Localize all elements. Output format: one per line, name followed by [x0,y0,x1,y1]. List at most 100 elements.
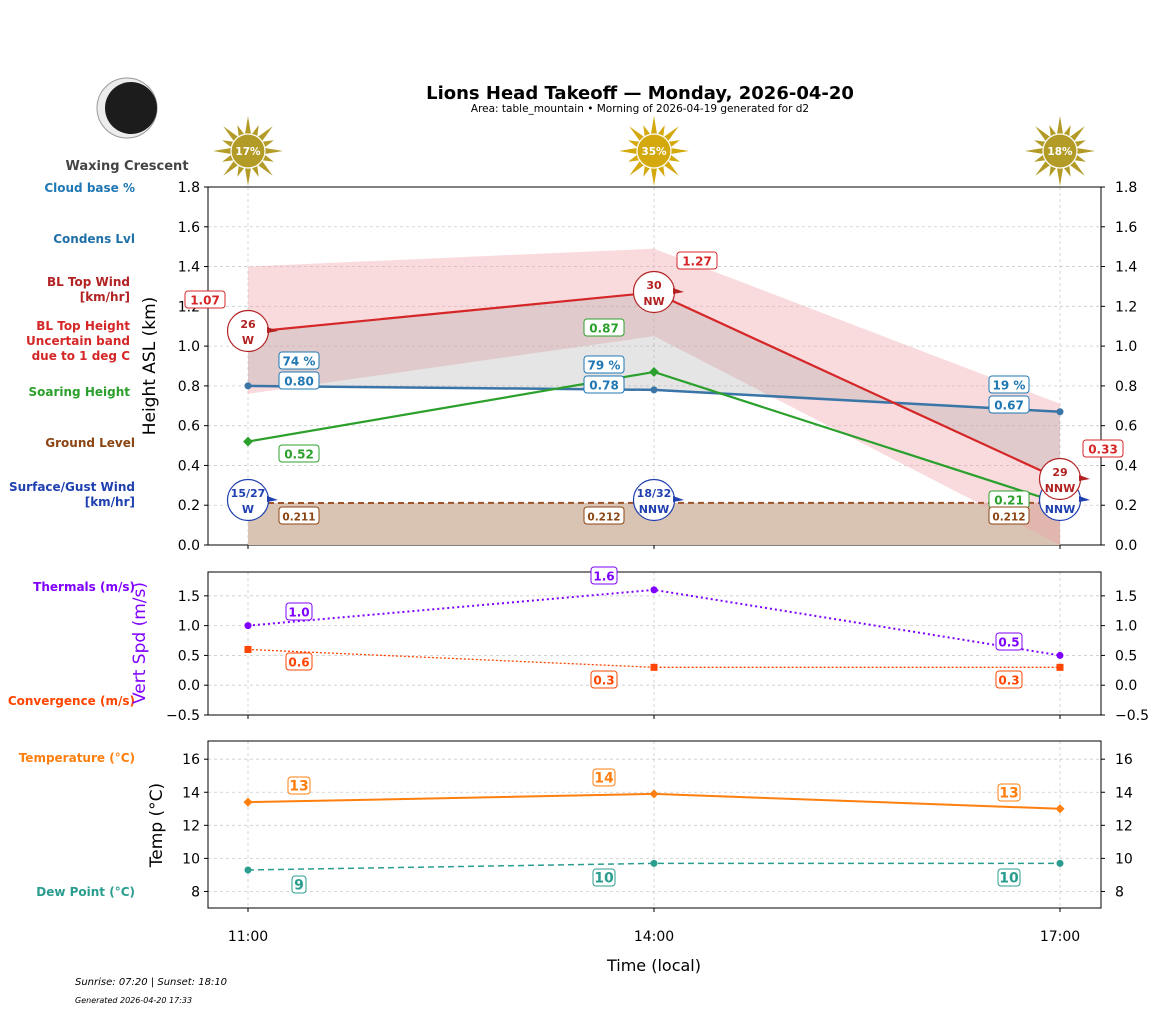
side-label-thermals: Thermals (m/s) [33,580,135,594]
bl-top-wind-marker: 30 NW [632,270,684,314]
sun-ray [237,125,245,137]
soaring-height-label-text: 0.87 [589,322,619,336]
condens-level-label-box [988,395,1030,414]
temperature-point [243,797,253,807]
thermals-label-text: 1.0 [288,606,309,620]
surface-wind-marker: 15/27 W [226,478,278,522]
y-tick-label-right: 1.4 [1115,260,1137,276]
sun-ray [237,165,245,177]
convergence-label-box [590,670,618,689]
bl-top-wind-marker-direction: NW [643,295,664,308]
ground-level-label-box [583,506,625,525]
sun-ray [213,147,232,155]
sun-times: Sunrise: 07:20 | Sunset: 18:10 [75,977,227,988]
sun-ray [1035,126,1051,142]
sun-ray [223,160,239,176]
y-axis-label-temp: Temp (°C) [147,783,167,868]
surface-wind-marker-speed: 18/32 [637,487,672,500]
thermals-point [650,586,658,594]
y-tick-label-right: 0.0 [1115,538,1137,554]
y-tick-label: 1.0 [178,619,200,635]
thermals-label-text: 0.5 [998,636,1019,650]
bl-top-height-label: 0.33 [1082,439,1124,458]
cloud-base-label-box [988,375,1030,394]
side-label-dew: Dew Point (°C) [36,885,135,899]
bl-top-wind-marker: 29 NNW [1038,457,1090,501]
dew-point-label-text: 10 [594,871,614,887]
y-tick-label-right: 14 [1115,785,1133,801]
y-tick-label-right: 0.8 [1115,379,1137,395]
sun-percent: 17% [235,146,261,158]
thermals-label-text: 1.6 [593,570,614,584]
y-tick-label-right: 0.0 [1115,678,1137,694]
axes-frame [207,571,1102,716]
convergence-point [1056,663,1064,671]
sun-ray [1069,126,1085,142]
temperature-label-text: 14 [594,771,614,787]
convergence-label: 0.3 [590,670,618,689]
temperature-label-text: 13 [289,779,308,795]
y-tick-label: 1.0 [178,339,200,355]
sun-ray [663,160,679,176]
moon-phase-icon [96,77,158,139]
sun-disc [230,133,266,169]
side-label-soaring: Soaring Height [29,385,131,399]
condens-level-label: 0.80 [278,371,320,390]
sun-ray [251,165,259,177]
temperature-label-text: 13 [999,786,1018,802]
temperature-point [649,789,659,799]
sun-ray [657,125,665,137]
convergence-label-box [995,670,1023,689]
dew-point-label: 10 [997,868,1021,887]
y-tick-label: 12 [182,818,200,834]
bl-top-wind-marker-arrow-icon [673,288,684,294]
temperature-label-box [592,768,616,787]
soaring-point [243,436,253,447]
bl-top-wind-marker-direction: NNW [1045,482,1076,495]
sun-ray [1056,116,1064,135]
y-tick-label: 14 [182,785,200,801]
sun-ray [1069,160,1085,176]
bl-top-height-label: 1.27 [676,251,718,270]
side-label-bl-wind-1: BL Top Wind [47,275,130,289]
sun-ray [643,165,651,177]
soaring-point [649,367,659,377]
x-tick-label: 11:00 [228,929,268,945]
side-label-bl-wind-2: [km/hr] [80,290,130,304]
bl-top-height-label-text: 0.33 [1088,443,1118,457]
sun-ray [628,140,640,148]
y-tick-label: 0.5 [178,648,200,664]
y-tick-label: 8 [191,884,200,900]
cloud-base-label-text: 79 % [588,359,621,373]
sun-ray [629,126,645,142]
condens-point [1056,408,1064,416]
dew-point-line [247,862,1060,871]
side-label-bl-height-2: Uncertain band [26,334,130,348]
bl-top-height-label: 1.07 [184,290,226,309]
bl-top-wind-marker: 26 W [226,309,278,353]
chart-title: Lions Head Takeoff — Monday, 2026-04-20 [426,83,854,104]
sun-ray [244,167,252,186]
surface-wind-marker-arrow-icon [1079,496,1090,502]
convergence-label: 0.6 [285,652,313,671]
soaring-height-label-text: 0.21 [994,494,1024,508]
bl-top-wind-marker-arrow-icon [267,327,278,333]
y-tick-label-right: 1.6 [1115,220,1137,236]
temperature-label-box [997,783,1021,802]
thermals-label: 1.6 [590,566,618,585]
sun-ray [1076,147,1095,155]
cloud-base-label-box [278,351,320,370]
bl-top-height-label-text: 1.27 [682,255,712,269]
ground-level-label-text: 0.212 [587,512,620,524]
surface-wind-marker-direction: NNW [639,503,670,516]
y-tick-label-right: −0.5 [1115,708,1149,724]
bl-top-height-label-box [184,290,226,309]
dew-point-point [650,859,658,867]
side-label-bl-height-1: BL Top Height [36,319,130,333]
side-label-ground: Ground Level [45,436,135,450]
y-tick-label-right: 12 [1115,818,1133,834]
sun-ray [262,154,274,162]
y-axis-label-height: Height ASL (km) [140,297,160,436]
sun-disc [1042,133,1078,169]
